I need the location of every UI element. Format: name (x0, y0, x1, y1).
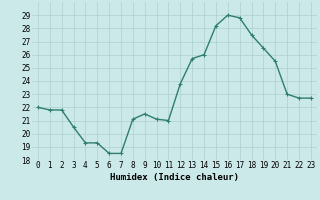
X-axis label: Humidex (Indice chaleur): Humidex (Indice chaleur) (110, 173, 239, 182)
